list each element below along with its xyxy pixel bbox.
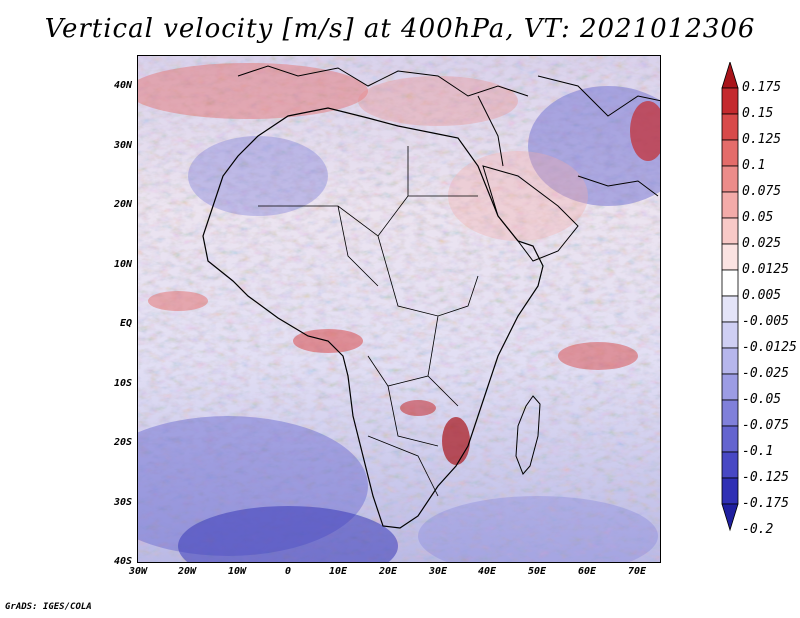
colorbar-label: -0.125 xyxy=(742,470,789,485)
colorbar-label: 0.0125 xyxy=(742,262,789,277)
colorbar-segment xyxy=(721,295,739,323)
colorbar-segment xyxy=(721,217,739,245)
colorbar-label: 0.005 xyxy=(742,288,782,303)
map-panel xyxy=(137,55,661,563)
y-label-10n: 10N xyxy=(113,259,132,270)
colorbar-label: 0.125 xyxy=(742,132,782,147)
colorbar-segment xyxy=(721,425,739,453)
colorbar-label: -0.025 xyxy=(742,366,789,381)
y-label-eq: EQ xyxy=(119,318,132,329)
colorbar-label: -0.175 xyxy=(742,496,789,511)
colorbar-segment xyxy=(721,139,739,167)
colorbar-label: 0.175 xyxy=(742,80,782,95)
colorbar-segment xyxy=(721,191,739,219)
x-label-10e: 10E xyxy=(328,566,348,577)
colorbar-label: 0.1 xyxy=(742,158,766,173)
colorbar-label: 0.15 xyxy=(742,106,774,121)
africa-coastline xyxy=(202,107,544,529)
colorbar-segment xyxy=(721,451,739,479)
x-label-60e: 60E xyxy=(577,566,597,577)
colorbar-segment xyxy=(721,269,739,297)
colorbar-label: -0.075 xyxy=(742,418,789,433)
colorbar-label: -0.2 xyxy=(742,522,774,537)
y-label-30n: 30N xyxy=(113,140,132,151)
x-label-30w: 30W xyxy=(128,566,148,577)
y-label-10s: 10S xyxy=(113,378,132,389)
credit-text: GrADS: IGES/COLA xyxy=(5,602,92,612)
y-label-30s: 30S xyxy=(113,497,132,508)
x-label-70e: 70E xyxy=(627,566,647,577)
colorbar-label: -0.1 xyxy=(742,444,774,459)
x-label-30e: 30E xyxy=(428,566,448,577)
colorbar-label: 0.075 xyxy=(742,184,782,199)
x-label-50e: 50E xyxy=(527,566,547,577)
colorbar xyxy=(721,62,739,532)
map-title: Vertical velocity [m/s] at 400hPa, VT: 2… xyxy=(44,14,756,44)
colorbar-label: -0.05 xyxy=(742,392,782,407)
colorbar-bottom-arrow xyxy=(721,503,739,532)
x-label-0: 0 xyxy=(284,566,292,577)
colorbar-label: 0.025 xyxy=(742,236,782,251)
colorbar-segment xyxy=(721,399,739,427)
x-label-10w: 10W xyxy=(227,566,247,577)
colorbar-label: 0.05 xyxy=(742,210,774,225)
y-label-40s: 40S xyxy=(113,556,132,567)
colorbar-top-arrow xyxy=(721,62,739,89)
y-label-20n: 20N xyxy=(113,199,132,210)
x-label-40e: 40E xyxy=(477,566,497,577)
colorbar-segment xyxy=(721,113,739,141)
velocity-field xyxy=(138,56,660,562)
colorbar-segment xyxy=(721,165,739,193)
y-label-40n: 40N xyxy=(113,80,132,91)
y-label-20s: 20S xyxy=(113,437,132,448)
colorbar-segment xyxy=(721,243,739,271)
colorbar-label: -0.0125 xyxy=(742,340,797,355)
colorbar-segment xyxy=(721,87,739,115)
x-label-20w: 20W xyxy=(177,566,197,577)
colorbar-label: -0.005 xyxy=(742,314,789,329)
colorbar-segment xyxy=(721,347,739,375)
madagascar-outline xyxy=(515,395,541,475)
x-label-20e: 20E xyxy=(378,566,398,577)
colorbar-segment xyxy=(721,373,739,401)
colorbar-segment xyxy=(721,477,739,505)
colorbar-segment xyxy=(721,321,739,349)
